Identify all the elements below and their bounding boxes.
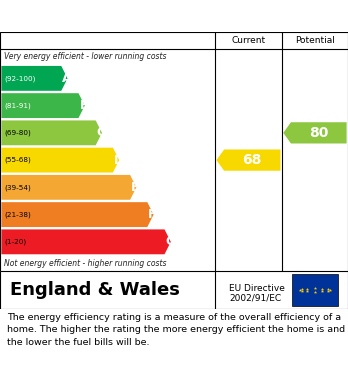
Text: 2002/91/EC: 2002/91/EC: [229, 294, 281, 303]
Text: England & Wales: England & Wales: [10, 281, 180, 299]
Text: (81-91): (81-91): [4, 102, 31, 109]
Text: Very energy efficient - lower running costs: Very energy efficient - lower running co…: [4, 52, 167, 61]
Text: Not energy efficient - higher running costs: Not energy efficient - higher running co…: [4, 258, 167, 267]
Text: (21-38): (21-38): [4, 212, 31, 218]
Text: Energy Efficiency Rating: Energy Efficiency Rating: [10, 9, 220, 23]
Text: 80: 80: [309, 126, 329, 140]
Text: Potential: Potential: [295, 36, 335, 45]
Text: F: F: [148, 208, 157, 221]
Polygon shape: [216, 149, 280, 171]
Text: EU Directive: EU Directive: [229, 283, 285, 292]
Text: (55-68): (55-68): [4, 157, 31, 163]
Polygon shape: [1, 93, 85, 118]
Text: D: D: [114, 154, 124, 167]
Text: Current: Current: [231, 36, 266, 45]
Polygon shape: [1, 148, 119, 172]
Text: B: B: [80, 99, 89, 112]
Polygon shape: [1, 66, 68, 91]
Polygon shape: [1, 120, 102, 145]
Text: A: A: [62, 72, 72, 85]
Polygon shape: [1, 230, 171, 254]
Text: (1-20): (1-20): [4, 239, 26, 245]
Polygon shape: [1, 175, 136, 200]
Polygon shape: [1, 202, 153, 227]
Bar: [292, 274, 338, 306]
Text: 68: 68: [243, 153, 262, 167]
Text: C: C: [97, 126, 106, 139]
Polygon shape: [283, 122, 347, 143]
Text: (92-100): (92-100): [4, 75, 35, 82]
Text: G: G: [166, 235, 176, 248]
Text: (39-54): (39-54): [4, 184, 31, 190]
Text: (69-80): (69-80): [4, 129, 31, 136]
Text: The energy efficiency rating is a measure of the overall efficiency of a home. T: The energy efficiency rating is a measur…: [7, 312, 345, 347]
Text: E: E: [131, 181, 140, 194]
